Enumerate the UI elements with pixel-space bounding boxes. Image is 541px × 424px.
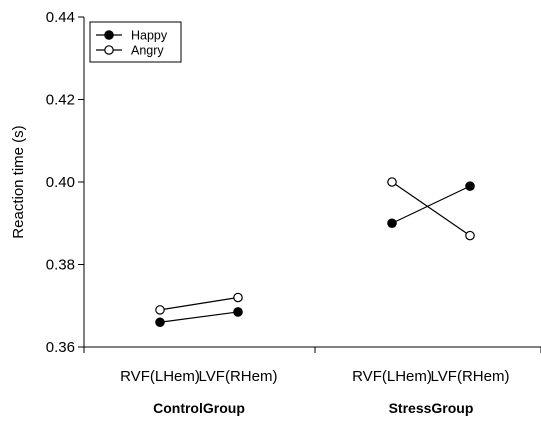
y-tick-label: 0.38 [46, 257, 75, 274]
legend-angry-marker [104, 45, 114, 55]
y-tick-label: 0.42 [46, 92, 75, 109]
data-point-happy [233, 307, 243, 317]
data-point-angry [233, 292, 243, 303]
data-point-happy [465, 181, 475, 191]
legend-box [89, 21, 182, 63]
legend-happy-label: Happy [131, 29, 168, 43]
x-group-label: ControlGroup [153, 400, 245, 416]
x-tick-label: LVF(RHem) [199, 368, 278, 385]
series-line-happy [159, 311, 239, 323]
data-point-angry [155, 305, 165, 315]
x-group-label: StressGroup [389, 400, 474, 416]
legend: Happy Angry [89, 21, 182, 63]
x-tick-label: RVF(LHem) [120, 368, 200, 385]
series-line-angry [391, 181, 471, 237]
legend-happy-marker [104, 30, 114, 40]
y-axis-title: Reaction time (s) [10, 125, 27, 238]
data-point-happy [155, 317, 165, 328]
legend-angry-label: Angry [131, 44, 164, 58]
y-tick-label: 0.40 [46, 174, 75, 191]
series-line-happy [391, 185, 471, 224]
x-tick-label: RVF(LHem) [352, 368, 432, 385]
y-tick-label: 0.44 [46, 9, 75, 26]
x-tick-label: LVF(RHem) [431, 368, 510, 385]
series-layer [155, 177, 475, 328]
data-point-happy [387, 218, 397, 229]
data-point-angry [387, 177, 397, 187]
data-point-angry [465, 230, 475, 241]
series-line-angry [159, 296, 239, 311]
y-tick-label: 0.36 [46, 339, 75, 356]
